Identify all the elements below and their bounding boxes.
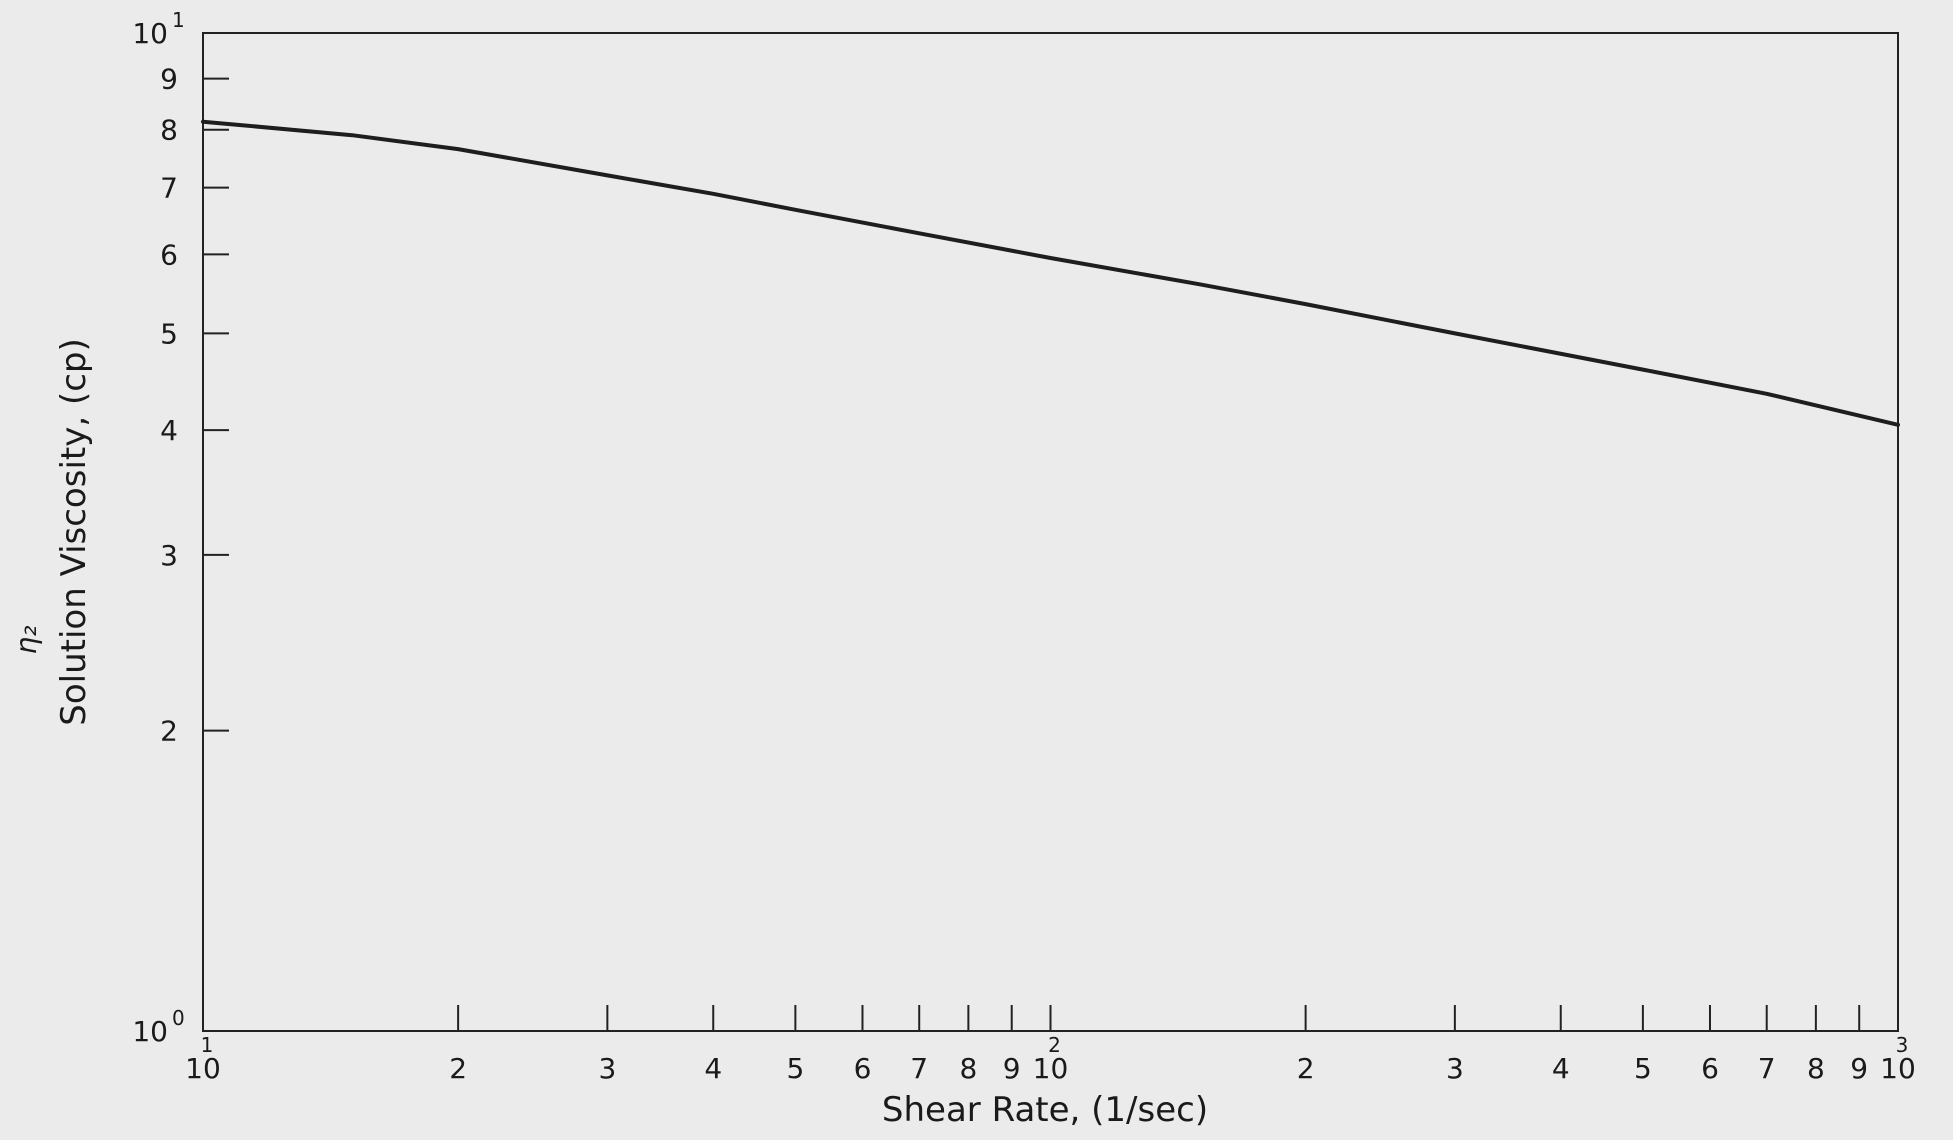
x-tick-label: 4	[704, 1052, 722, 1085]
x-tick-label: 8	[959, 1052, 977, 1085]
x-tick-label: 10	[185, 1052, 221, 1085]
y-tick-label: 2	[160, 715, 178, 748]
x-tick-label: 7	[1758, 1052, 1776, 1085]
y-tick-label: 10	[132, 1015, 168, 1048]
x-tick-label: 8	[1807, 1052, 1825, 1085]
side-mark: η₂	[10, 626, 43, 655]
x-tick-label: 9	[1850, 1052, 1868, 1085]
y-tick-label: 5	[160, 317, 178, 350]
x-tick-label: 10	[1033, 1052, 1069, 1085]
x-tick-label: 9	[1003, 1052, 1021, 1085]
plot-frame	[202, 32, 1899, 1032]
y-tick-exponent: 0	[172, 1006, 185, 1030]
x-axis-label: Shear Rate, (1/sec)	[882, 1090, 1208, 1130]
x-tick-label: 5	[1634, 1052, 1652, 1085]
x-axis-ticks	[457, 1005, 1861, 1031]
x-tick-exponent: 1	[201, 1033, 214, 1057]
y-tick-label: 8	[160, 114, 178, 147]
y-tick-label: 6	[160, 238, 178, 271]
x-tick-label: 5	[786, 1052, 804, 1085]
x-tick-label: 6	[854, 1052, 872, 1085]
series-layer	[201, 119, 1900, 427]
x-tick-label: 4	[1552, 1052, 1570, 1085]
x-tick-exponent: 3	[1896, 1033, 1909, 1057]
x-tick-label: 3	[1446, 1052, 1464, 1085]
x-tick-label: 2	[449, 1052, 467, 1085]
y-tick-label: 4	[160, 414, 178, 447]
x-tick-label: 7	[910, 1052, 928, 1085]
y-tick-label: 10	[132, 17, 168, 50]
x-tick-label: 10	[1880, 1052, 1916, 1085]
x-tick-label: 6	[1701, 1052, 1719, 1085]
y-tick-label: 3	[160, 539, 178, 572]
series-line	[201, 119, 1900, 427]
y-axis-ticks	[203, 77, 229, 732]
x-tick-label: 3	[598, 1052, 616, 1085]
y-tick-exponent: 1	[172, 8, 185, 32]
x-tick-exponent: 2	[1048, 1033, 1061, 1057]
y-tick-label: 7	[160, 172, 178, 205]
x-tick-label: 2	[1297, 1052, 1315, 1085]
y-axis-label: Solution Viscosity, (cp)	[54, 338, 94, 726]
y-tick-label: 9	[160, 63, 178, 96]
